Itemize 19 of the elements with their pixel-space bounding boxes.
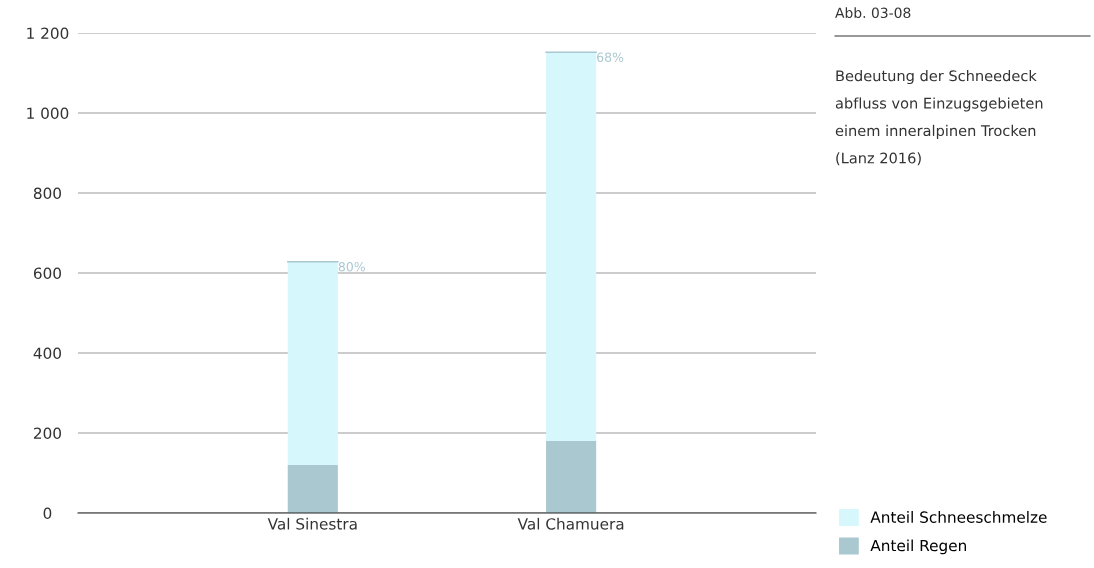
bar: [287, 465, 338, 513]
bar: [546, 52, 597, 441]
text: Bedeutung der Schneedeck abfluss von Einzugsgebieten einem inneralpinen Trocken (Lanz 2016): [835, 70, 1043, 166]
annotation: 68%: [597, 52, 624, 62]
x-tick-label: Val Chamuera: [517, 517, 624, 530]
y-tick-label: 1 200: [27, 27, 69, 40]
annotation: 80%: [338, 262, 365, 272]
y-tick-label: 400: [33, 347, 62, 360]
legend-label: Anteil Schneeschmelze: [870, 511, 1047, 523]
bar: [287, 261, 338, 465]
bar: [546, 441, 597, 513]
y-tick-label: 600: [33, 267, 62, 280]
x-tick-label: Val Sinestra: [267, 517, 357, 530]
y-tick-label: 800: [33, 187, 62, 200]
text: Abb. 03-08: [835, 7, 911, 19]
y-tick-label: 200: [33, 427, 62, 440]
y-tick-label: 0: [43, 507, 52, 520]
y-tick-label: 1 000: [27, 107, 69, 120]
legend-label: Anteil Regen: [870, 539, 966, 555]
